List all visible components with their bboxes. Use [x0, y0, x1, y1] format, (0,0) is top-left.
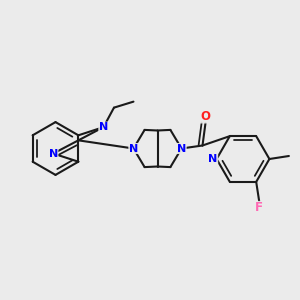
Text: F: F	[255, 202, 263, 214]
Text: N: N	[208, 154, 217, 164]
Text: N: N	[129, 143, 138, 154]
Text: O: O	[200, 110, 211, 123]
Text: N: N	[99, 122, 108, 132]
Text: N: N	[49, 148, 58, 158]
Text: N: N	[177, 143, 186, 154]
